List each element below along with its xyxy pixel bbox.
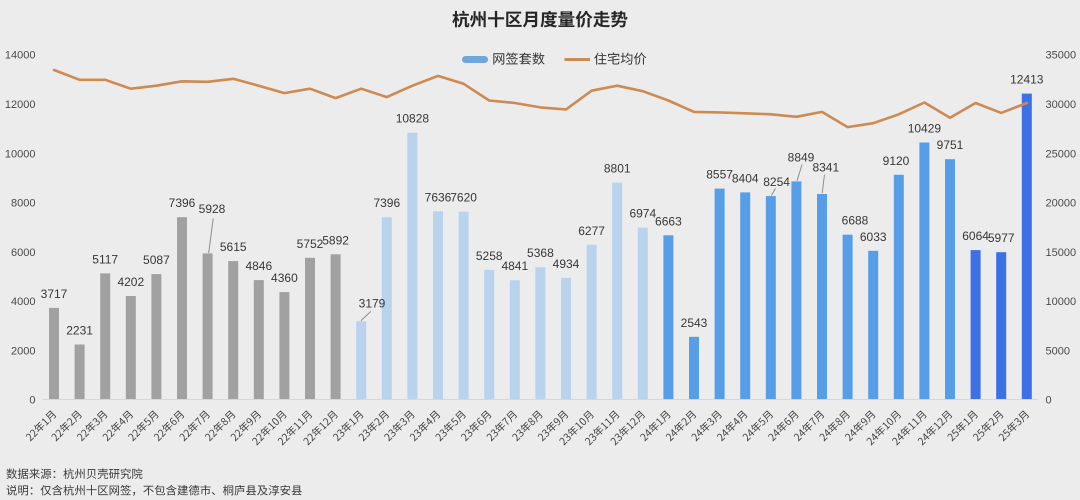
svg-text:5977: 5977 xyxy=(988,231,1015,245)
svg-text:10429: 10429 xyxy=(908,122,942,136)
svg-text:5752: 5752 xyxy=(297,237,324,251)
svg-text:2000: 2000 xyxy=(11,345,35,357)
svg-text:4846: 4846 xyxy=(245,259,272,273)
svg-text:6688: 6688 xyxy=(842,214,869,228)
svg-text:3179: 3179 xyxy=(359,297,386,311)
svg-text:8801: 8801 xyxy=(604,162,631,176)
svg-text:12000: 12000 xyxy=(5,99,36,111)
svg-text:4841: 4841 xyxy=(501,259,528,273)
svg-text:7620: 7620 xyxy=(450,191,477,205)
svg-text:4360: 4360 xyxy=(271,271,298,285)
svg-text:5117: 5117 xyxy=(92,252,118,266)
svg-text:0: 0 xyxy=(1046,395,1052,407)
svg-text:10828: 10828 xyxy=(396,112,430,126)
svg-text:9120: 9120 xyxy=(883,154,910,168)
svg-text:6663: 6663 xyxy=(655,214,682,228)
svg-text:8557: 8557 xyxy=(706,168,733,182)
svg-text:10000: 10000 xyxy=(1046,296,1077,308)
svg-text:6000: 6000 xyxy=(11,247,35,259)
svg-text:3717: 3717 xyxy=(41,287,68,301)
svg-text:35000: 35000 xyxy=(1046,50,1077,62)
svg-text:5615: 5615 xyxy=(220,240,247,254)
svg-text:7636: 7636 xyxy=(425,190,452,204)
svg-text:4000: 4000 xyxy=(11,296,35,308)
svg-text:2543: 2543 xyxy=(681,316,708,330)
svg-text:5892: 5892 xyxy=(322,233,349,247)
svg-text:6064: 6064 xyxy=(962,229,989,243)
svg-text:7396: 7396 xyxy=(373,196,400,210)
svg-text:12413: 12413 xyxy=(1010,73,1044,87)
svg-text:20000: 20000 xyxy=(1046,198,1077,210)
svg-text:8404: 8404 xyxy=(732,171,759,185)
svg-text:6033: 6033 xyxy=(860,230,887,244)
svg-text:30000: 30000 xyxy=(1046,99,1077,111)
svg-text:2231: 2231 xyxy=(66,324,93,338)
svg-text:9751: 9751 xyxy=(937,138,964,152)
svg-text:5000: 5000 xyxy=(1046,345,1070,357)
svg-text:8341: 8341 xyxy=(812,161,839,175)
svg-text:5368: 5368 xyxy=(527,246,554,260)
svg-text:5928: 5928 xyxy=(199,202,226,216)
svg-text:15000: 15000 xyxy=(1046,247,1077,259)
svg-text:4934: 4934 xyxy=(553,257,580,271)
svg-text:25000: 25000 xyxy=(1046,148,1077,160)
svg-text:5258: 5258 xyxy=(476,249,503,263)
svg-text:8000: 8000 xyxy=(11,198,35,210)
svg-text:7396: 7396 xyxy=(169,196,196,210)
svg-text:6974: 6974 xyxy=(629,207,656,221)
svg-text:6277: 6277 xyxy=(578,224,605,238)
svg-text:0: 0 xyxy=(29,395,35,407)
svg-text:4202: 4202 xyxy=(117,275,144,289)
svg-text:8254: 8254 xyxy=(763,175,790,189)
svg-text:14000: 14000 xyxy=(5,50,36,62)
svg-text:8849: 8849 xyxy=(788,151,815,165)
svg-text:10000: 10000 xyxy=(5,148,36,160)
svg-text:5087: 5087 xyxy=(143,253,170,267)
